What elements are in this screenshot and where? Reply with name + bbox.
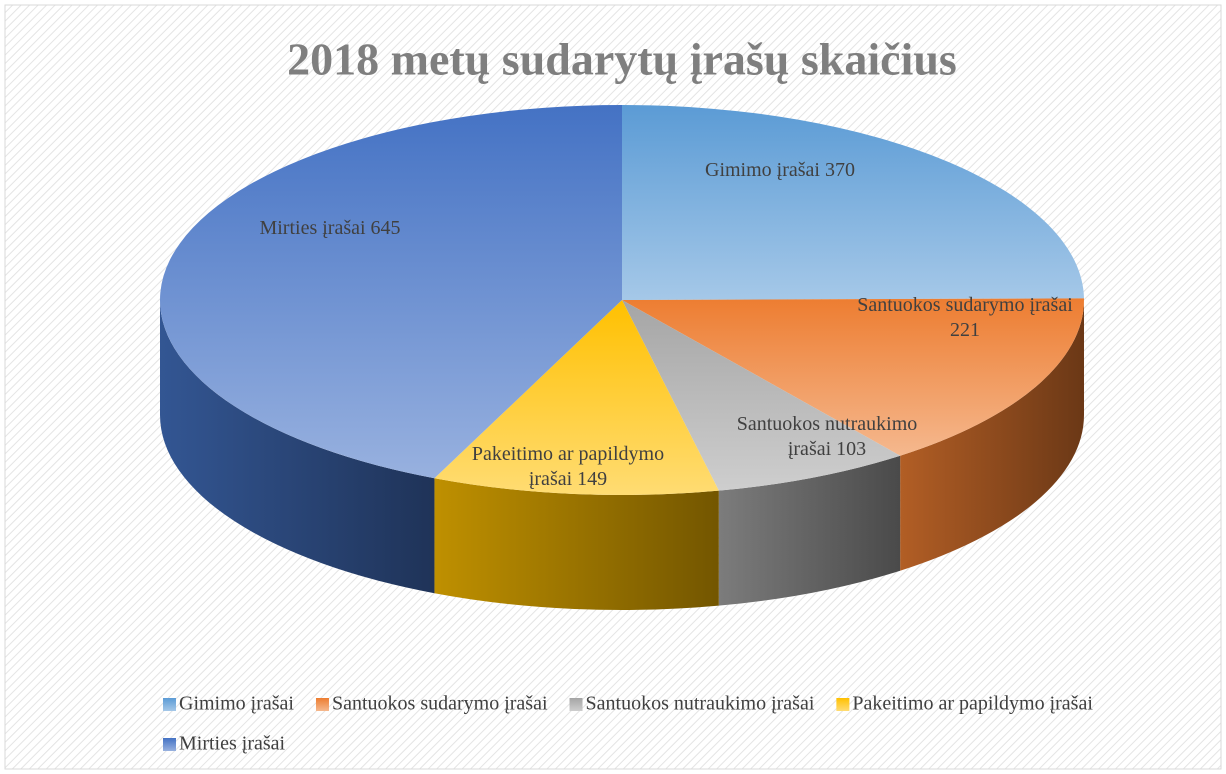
chart-title: 2018 metų sudarytų įrašų skaičius xyxy=(287,34,957,85)
data-label-text: Gimimo įrašai xyxy=(705,158,820,181)
legend-label: Mirties įrašai xyxy=(179,733,286,755)
data-label-text: Mirties įrašai xyxy=(259,216,366,239)
slice xyxy=(434,300,719,496)
data-label-text: 103 xyxy=(836,438,867,460)
legend: Gimimo įrašai Santuokos sudarymo įrašai Sa… xyxy=(163,693,1093,755)
data-label-text: 370 xyxy=(824,158,855,181)
slice-side xyxy=(718,455,901,606)
slice xyxy=(622,300,901,491)
data-label: Mirties įrašai 645 xyxy=(259,216,401,239)
data-label: Pakeitimo ar papildymo įrašai 149 xyxy=(471,443,665,490)
data-label-text: Pakeitimo ar papildymo įrašai xyxy=(471,443,665,490)
legend-swatch xyxy=(163,698,176,711)
slice-side xyxy=(160,300,435,594)
legend-label: Santuokos nutraukimo įrašai xyxy=(586,693,815,715)
legend-swatch xyxy=(569,698,583,711)
legend-swatch xyxy=(163,738,176,751)
data-label-text: 645 xyxy=(370,216,401,239)
data-label-text: Santuokos nutraukimo įrašai xyxy=(736,413,918,460)
data-label-text: 221 xyxy=(950,319,980,341)
data-label: Gimimo įrašai 370 xyxy=(705,158,855,181)
legend-label: Gimimo įrašai xyxy=(179,693,294,715)
slice xyxy=(622,298,1084,456)
data-label: Santuokos sudarymo įrašai 221 xyxy=(857,294,1073,341)
slice xyxy=(622,105,1084,300)
slice-side xyxy=(434,478,719,611)
data-label: Santuokos nutraukimo įrašai 103 xyxy=(736,413,918,460)
legend-swatch xyxy=(836,698,850,711)
slice xyxy=(159,105,622,479)
data-label-text: 149 xyxy=(577,468,608,490)
legend-swatch xyxy=(315,698,329,711)
slice-side xyxy=(900,300,1084,571)
legend-label: Pakeitimo ar papildymo įrašai xyxy=(852,693,1093,715)
data-label-text: Santuokos sudarymo įrašai xyxy=(857,294,1073,316)
legend-label: Santuokos sudarymo įrašai xyxy=(332,693,548,715)
